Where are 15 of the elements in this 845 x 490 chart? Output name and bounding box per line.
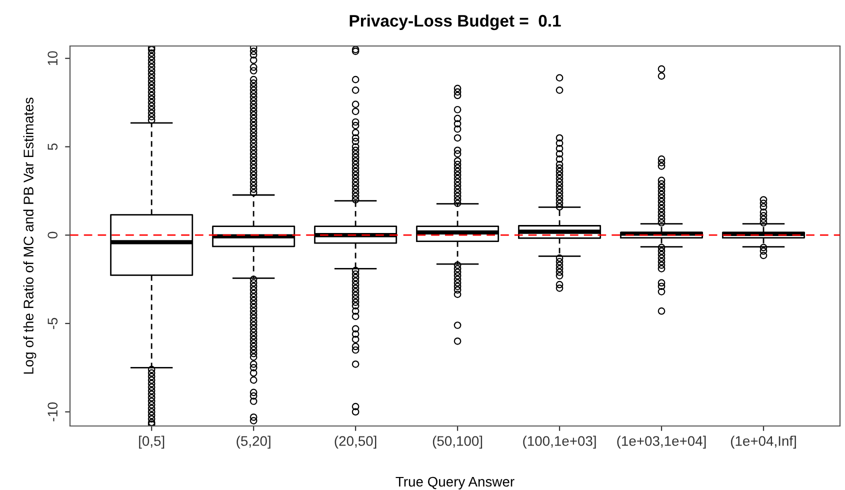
x-tick-label: (20,50] [334, 436, 376, 449]
y-tick-label: 0 [48, 232, 58, 238]
x-tick-label: (5,20] [236, 436, 270, 449]
x-tick-label: (1e+04,Inf] [730, 436, 796, 449]
x-axis-title: True Query Answer [396, 476, 514, 490]
y-axis-title: Log of the Ratio of MC and PB Var Estimates [23, 98, 36, 374]
chart-title: Privacy-Loss Budget = 0.1 [350, 14, 561, 30]
y-tick-label: 10 [48, 51, 58, 66]
x-tick-label: (100,1e+03] [523, 436, 596, 449]
y-tick-label: -5 [48, 318, 58, 330]
y-tick-label: -10 [48, 402, 58, 422]
x-tick-label: [0,5] [139, 436, 164, 449]
y-tick-label: 5 [48, 143, 58, 150]
x-tick-label: (1e+03,1e+04] [617, 436, 706, 449]
x-tick-label: (50,100] [432, 436, 482, 449]
